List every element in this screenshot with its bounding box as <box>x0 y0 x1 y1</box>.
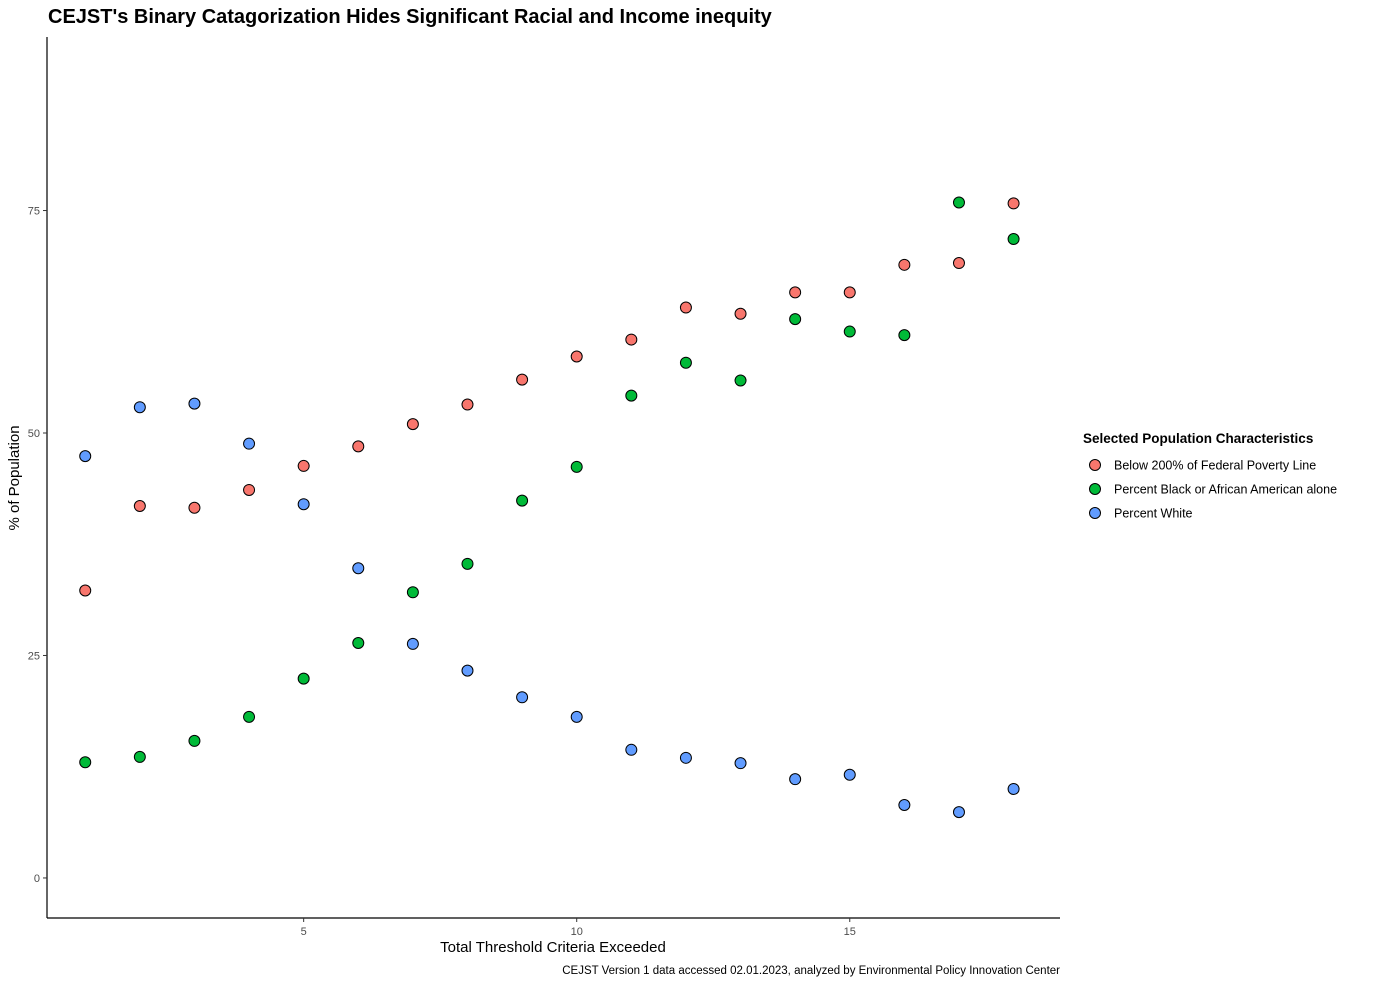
data-point-series-3 <box>516 691 529 704</box>
data-point-series-1 <box>625 333 638 346</box>
data-point-series-3 <box>570 710 583 723</box>
chart-caption: CEJST Version 1 data accessed 02.01.2023… <box>562 965 1060 977</box>
legend-key-2 <box>1089 483 1101 495</box>
y-tick-label: 50 <box>28 428 40 440</box>
y-axis-title: % of Population <box>6 425 23 530</box>
legend-key-1 <box>1089 459 1101 471</box>
data-point-series-2 <box>79 756 92 769</box>
legend-title: Selected Population Characteristics <box>1083 431 1313 446</box>
data-point-series-3 <box>406 637 419 650</box>
data-point-series-3 <box>734 757 747 770</box>
data-point-series-2 <box>406 586 419 599</box>
data-point-series-1 <box>461 398 474 411</box>
data-point-series-1 <box>570 350 583 363</box>
data-point-series-3 <box>789 773 802 786</box>
data-point-series-2 <box>898 329 911 342</box>
data-point-series-3 <box>625 743 638 756</box>
data-point-series-2 <box>1007 233 1020 246</box>
data-point-series-3 <box>952 806 965 819</box>
y-ticks: 0 25 50 75 <box>28 206 47 885</box>
data-point-series-2 <box>516 494 529 507</box>
data-point-series-1 <box>79 584 92 597</box>
data-point-series-1 <box>516 373 529 386</box>
legend-label-2: Percent Black or African American alone <box>1114 483 1337 497</box>
x-tick-label: 10 <box>571 926 583 938</box>
data-point-series-3 <box>133 401 146 414</box>
data-point-series-3 <box>461 664 474 677</box>
x-axis-title: Total Threshold Criteria Exceeded <box>440 939 666 956</box>
x-tick-label: 15 <box>844 926 856 938</box>
legend-label-3: Percent White <box>1114 507 1193 521</box>
data-point-series-3 <box>898 798 911 811</box>
y-tick-label: 0 <box>34 873 40 885</box>
data-point-series-2 <box>133 750 146 763</box>
data-point-series-2 <box>952 196 965 209</box>
legend-label-1: Below 200% of Federal Poverty Line <box>1114 459 1316 473</box>
data-point-series-1 <box>789 286 802 299</box>
data-point-series-2 <box>679 356 692 369</box>
data-point-series-1 <box>843 286 856 299</box>
y-tick-label: 75 <box>28 206 40 218</box>
y-tick-label: 25 <box>28 650 40 662</box>
data-point-series-3 <box>243 437 256 450</box>
data-point-series-1 <box>679 301 692 314</box>
data-point-series-2 <box>570 460 583 473</box>
data-point-series-2 <box>297 672 310 685</box>
data-point-series-1 <box>952 257 965 270</box>
data-point-series-3 <box>679 751 692 764</box>
data-point-series-3 <box>843 768 856 781</box>
data-point-series-1 <box>188 501 201 514</box>
data-point-series-3 <box>352 562 365 575</box>
data-point-series-2 <box>625 389 638 402</box>
data-point-series-2 <box>243 710 256 723</box>
data-point-series-1 <box>297 459 310 472</box>
data-point-series-3 <box>297 498 310 511</box>
data-point-series-1 <box>898 258 911 271</box>
plot-area: 0 25 50 75 5 10 15 <box>28 37 1060 938</box>
data-point-series-2 <box>734 374 747 387</box>
data-point-series-3 <box>79 450 92 463</box>
legend-key-3 <box>1089 507 1101 519</box>
data-point-series-1 <box>133 499 146 512</box>
data-point-series-3 <box>188 397 201 410</box>
x-ticks: 5 10 15 <box>301 918 856 938</box>
data-point-series-2 <box>461 557 474 570</box>
x-tick-label: 5 <box>301 926 307 938</box>
data-point-series-1 <box>243 483 256 496</box>
legend: Selected Population Characteristics Belo… <box>1083 431 1337 521</box>
data-point-series-1 <box>1007 197 1020 210</box>
data-point-series-2 <box>789 313 802 326</box>
data-point-series-1 <box>352 440 365 453</box>
data-point-series-2 <box>188 734 201 747</box>
data-point-series-3 <box>1007 782 1020 795</box>
legend-items: Below 200% of Federal Poverty Line Percen… <box>1089 459 1337 521</box>
data-point-series-2 <box>843 325 856 338</box>
chart-title: CEJST's Binary Catagorization Hides Sign… <box>48 6 773 28</box>
data-point-series-1 <box>734 307 747 320</box>
data-point-series-1 <box>406 418 419 431</box>
data-point-series-2 <box>352 637 365 650</box>
data-points <box>79 196 1020 819</box>
